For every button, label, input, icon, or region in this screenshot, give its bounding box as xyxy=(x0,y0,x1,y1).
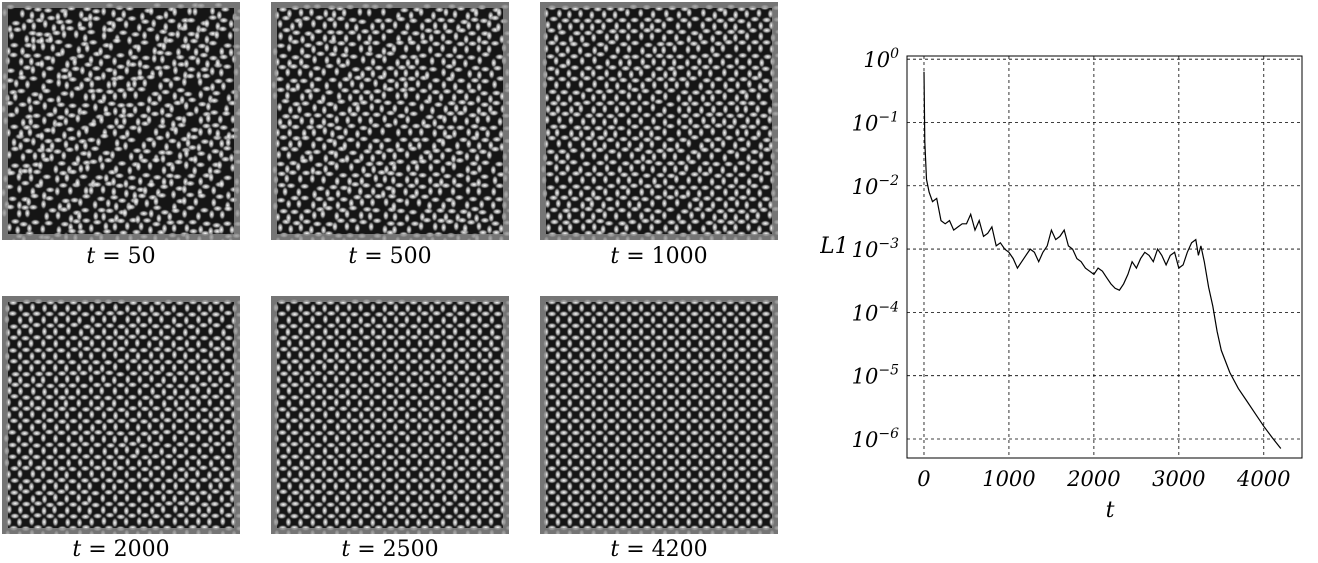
caption-value: = 500 xyxy=(364,244,432,269)
pattern-panel-t2000 xyxy=(2,296,240,534)
pattern-image xyxy=(271,296,509,534)
x-tick-label: 3000 xyxy=(1152,467,1205,491)
pattern-image xyxy=(271,2,509,240)
caption-value: = 50 xyxy=(102,244,156,269)
y-tick-label: 10−5 xyxy=(852,363,899,389)
caption-variable: t xyxy=(86,244,96,269)
caption-variable: t xyxy=(610,537,620,562)
pattern-panel-t500 xyxy=(271,2,509,240)
pattern-image xyxy=(2,2,240,240)
pattern-panel-t4200 xyxy=(540,296,778,534)
y-tick-label: 10−3 xyxy=(852,236,899,262)
caption-value: = 4200 xyxy=(626,537,708,562)
caption-variable: t xyxy=(341,537,351,562)
pattern-panel-t50 xyxy=(2,2,240,240)
y-tick-label: 10−1 xyxy=(852,109,899,135)
x-axis-label: t xyxy=(1106,498,1115,520)
caption-value: = 2000 xyxy=(88,537,170,562)
x-tick-label: 1000 xyxy=(982,467,1035,491)
pattern-panel-t2500 xyxy=(271,296,509,534)
y-tick-label: 10−6 xyxy=(852,426,899,452)
x-tick-label: 0 xyxy=(917,467,930,491)
panel-caption: t = 1000 xyxy=(540,244,778,269)
caption-value: = 2500 xyxy=(357,537,439,562)
plot-ticks: 0 1000 2000 3000 4000 100 10−1 10−2 10−3 10−4 10−5… xyxy=(852,46,1291,491)
caption-variable: t xyxy=(72,537,82,562)
y-tick-label: 10−2 xyxy=(852,173,899,199)
panel-caption: t = 50 xyxy=(2,244,240,269)
panel-caption: t = 4200 xyxy=(540,537,778,562)
pattern-image xyxy=(540,296,778,534)
caption-variable: t xyxy=(348,244,358,269)
x-tick-label: 4000 xyxy=(1236,467,1290,491)
plot-frame xyxy=(906,55,1303,459)
caption-variable: t xyxy=(610,244,620,269)
pattern-panel-t1000 xyxy=(540,2,778,240)
caption-value: = 1000 xyxy=(626,244,708,269)
pattern-image xyxy=(2,296,240,534)
l1-series-line xyxy=(923,71,1282,449)
y-axis-label: L1 xyxy=(820,234,849,259)
plot-grid xyxy=(907,56,1302,458)
l1-error-chart: 0 1000 2000 3000 4000 100 10−1 10−2 10−3 10−4 10−5… xyxy=(820,46,1303,520)
y-tick-label: 100 xyxy=(863,46,899,72)
x-tick-label: 2000 xyxy=(1066,467,1120,491)
panel-caption: t = 500 xyxy=(271,244,509,269)
y-tick-label: 10−4 xyxy=(852,299,899,325)
panel-caption: t = 2000 xyxy=(2,537,240,562)
panel-caption: t = 2500 xyxy=(271,537,509,562)
pattern-image xyxy=(540,2,778,240)
